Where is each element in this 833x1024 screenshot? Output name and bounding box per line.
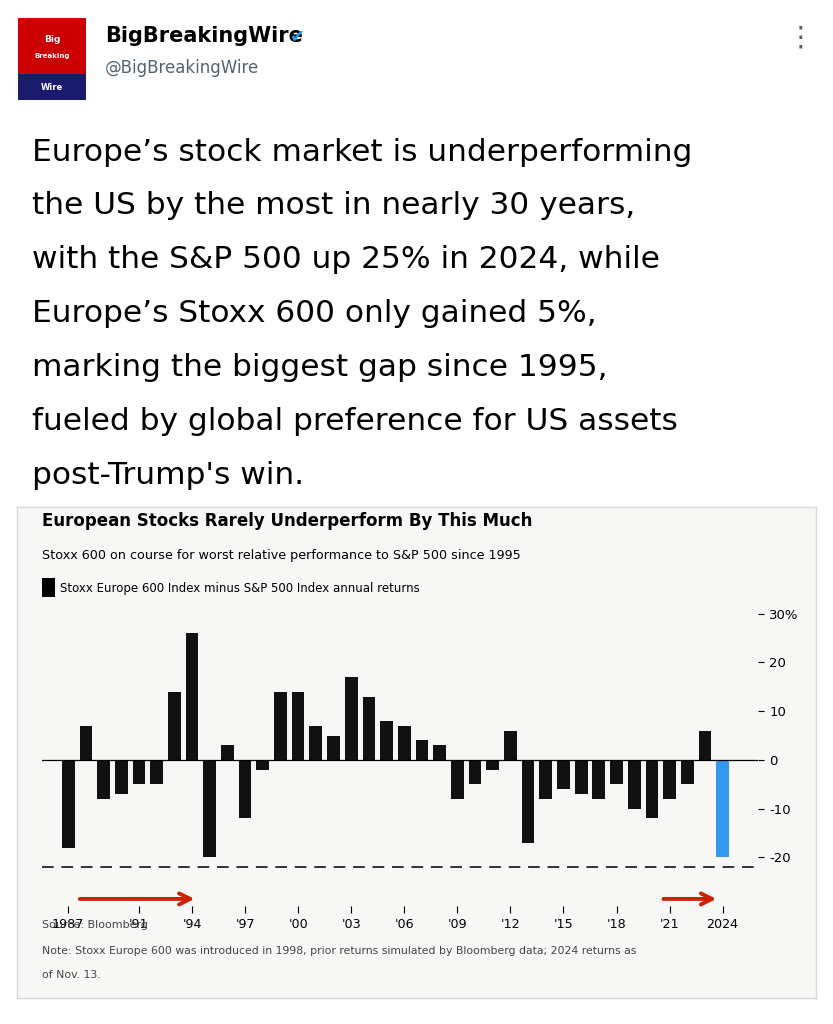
Bar xyxy=(115,760,127,794)
Text: Source: Bloomberg: Source: Bloomberg xyxy=(42,921,147,931)
Bar xyxy=(575,760,587,794)
Bar xyxy=(380,721,393,760)
Bar xyxy=(557,760,570,790)
Text: Europe’s stock market is underperforming: Europe’s stock market is underperforming xyxy=(32,137,692,167)
Bar xyxy=(186,633,198,760)
Bar xyxy=(592,760,606,799)
Bar xyxy=(150,760,163,784)
Text: of Nov. 13.: of Nov. 13. xyxy=(42,971,100,980)
Bar xyxy=(433,745,446,760)
Bar xyxy=(292,691,305,760)
Text: ✔: ✔ xyxy=(290,27,305,45)
Bar xyxy=(416,740,428,760)
Bar xyxy=(469,760,481,784)
Bar xyxy=(327,735,340,760)
Bar xyxy=(239,760,252,818)
Bar xyxy=(663,760,676,799)
Text: BigBreakingWire: BigBreakingWire xyxy=(105,26,303,46)
Bar xyxy=(646,760,658,818)
Bar xyxy=(451,760,464,799)
Bar xyxy=(521,760,535,843)
Bar xyxy=(486,760,499,770)
Bar xyxy=(221,745,234,760)
Bar xyxy=(309,726,322,760)
Text: post-Trump's win.: post-Trump's win. xyxy=(32,461,304,489)
Text: Europe’s Stoxx 600 only gained 5%,: Europe’s Stoxx 600 only gained 5%, xyxy=(32,299,596,329)
Bar xyxy=(362,696,375,760)
Bar xyxy=(345,677,357,760)
Bar xyxy=(257,760,269,770)
Bar xyxy=(628,760,641,809)
Bar xyxy=(132,760,145,784)
Bar xyxy=(398,726,411,760)
Bar xyxy=(504,731,516,760)
Text: the US by the most in nearly 30 years,: the US by the most in nearly 30 years, xyxy=(32,191,636,220)
FancyBboxPatch shape xyxy=(18,18,86,99)
Bar xyxy=(203,760,216,857)
Bar xyxy=(42,579,55,597)
Text: Wire: Wire xyxy=(41,83,63,92)
Text: Big: Big xyxy=(44,36,60,44)
Bar xyxy=(274,691,287,760)
Bar xyxy=(610,760,623,784)
Text: fueled by global preference for US assets: fueled by global preference for US asset… xyxy=(32,408,678,436)
Bar xyxy=(97,760,110,799)
Bar xyxy=(62,760,74,848)
Text: ⋮: ⋮ xyxy=(786,24,814,52)
Text: with the S&P 500 up 25% in 2024, while: with the S&P 500 up 25% in 2024, while xyxy=(32,246,660,274)
FancyBboxPatch shape xyxy=(18,74,86,99)
Text: marking the biggest gap since 1995,: marking the biggest gap since 1995, xyxy=(32,353,607,382)
Bar xyxy=(79,726,92,760)
Text: Note: Stoxx Europe 600 was introduced in 1998, prior returns simulated by Bloomb: Note: Stoxx Europe 600 was introduced in… xyxy=(42,946,636,955)
Bar xyxy=(540,760,552,799)
Bar xyxy=(168,691,181,760)
Text: Stoxx 600 on course for worst relative performance to S&P 500 since 1995: Stoxx 600 on course for worst relative p… xyxy=(42,549,521,561)
Text: European Stocks Rarely Underperform By This Much: European Stocks Rarely Underperform By T… xyxy=(42,512,532,530)
Text: Breaking: Breaking xyxy=(34,53,70,59)
Bar xyxy=(681,760,694,784)
Text: @BigBreakingWire: @BigBreakingWire xyxy=(105,58,259,77)
Text: Stoxx Europe 600 Index minus S&P 500 Index annual returns: Stoxx Europe 600 Index minus S&P 500 Ind… xyxy=(61,582,420,595)
Bar xyxy=(699,731,711,760)
Bar xyxy=(716,760,729,857)
